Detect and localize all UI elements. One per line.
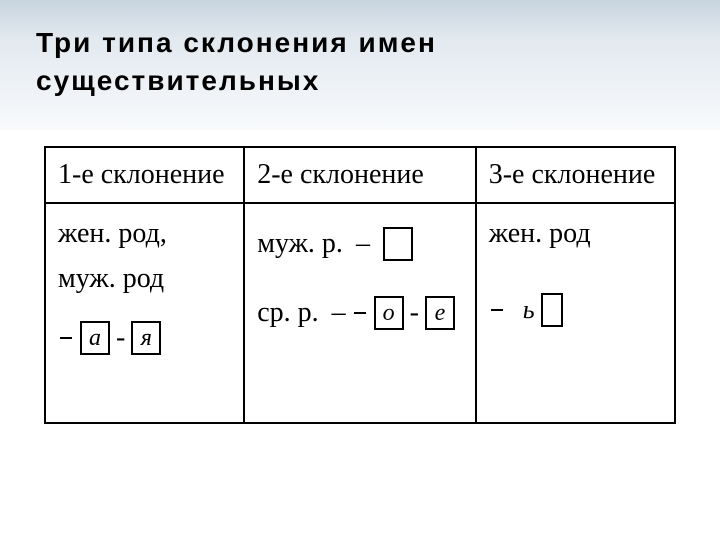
dash-text: – [349, 222, 377, 267]
ending-box-a: а [80, 321, 110, 355]
cell-1-endings: а - я [58, 316, 231, 361]
dash-icon [60, 337, 72, 339]
table-header-row: 1-е склонение 2-е склонение 3-е склонени… [45, 147, 675, 203]
ending-box-e: е [425, 296, 455, 330]
cell-3: жен. род ь [476, 203, 675, 423]
col-header-1: 1-е склонение [45, 147, 244, 203]
ending-box-empty [383, 227, 413, 261]
header-bar: Три типа склонения имен существительных [0, 0, 720, 130]
cell-2-row2: ср. р. – о - е [257, 291, 463, 336]
ending-box-o: о [374, 296, 404, 330]
declension-table: 1-е склонение 2-е склонение 3-е склонени… [44, 146, 676, 424]
cell-3-line1: жен. род [489, 212, 662, 257]
cell-1-line1: жен. род, [58, 212, 231, 257]
table-container: 1-е склонение 2-е склонение 3-е склонени… [0, 130, 720, 424]
dash-icon [491, 309, 503, 311]
table-content-row: жен. род, муж. род а - я муж. р. – [45, 203, 675, 423]
col-header-2: 2-е склонение [244, 147, 476, 203]
hyphen-text-2: - [410, 291, 419, 336]
cell-3-content: жен. род ь [489, 212, 662, 330]
cell-2: муж. р. – ср. р. – о - е [244, 203, 476, 423]
page-title: Три типа склонения имен существительных [36, 24, 684, 100]
soft-sign-letter: ь [523, 289, 535, 331]
col-header-3: 3-е склонение [476, 147, 675, 203]
dash-text-2: – [325, 291, 346, 336]
dash-icon [354, 312, 366, 314]
cell-2-row1: муж. р. – [257, 222, 463, 267]
cell-2-line2-prefix: ср. р. [257, 291, 318, 336]
hyphen-text: - [116, 316, 125, 361]
cell-2-content: муж. р. – ср. р. – о - е [257, 222, 463, 336]
ending-box-ya: я [131, 321, 161, 355]
cell-2-line1-prefix: муж. р. [257, 222, 343, 267]
cell-1: жен. род, муж. род а - я [45, 203, 244, 423]
cell-3-endings: ь [489, 289, 662, 331]
ending-box-empty-3 [541, 293, 563, 327]
cell-1-line2: муж. род [58, 257, 231, 302]
cell-1-content: жен. род, муж. род а - я [58, 212, 231, 360]
